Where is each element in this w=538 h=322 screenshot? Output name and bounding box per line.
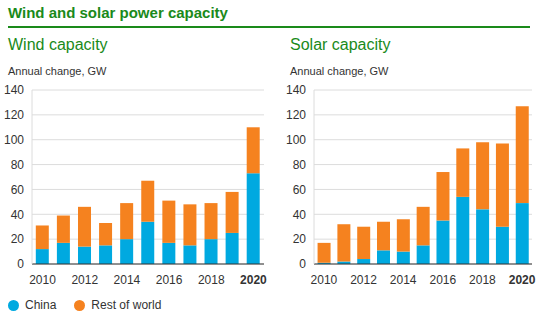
svg-text:20: 20 [11,232,25,246]
html-text:Wind and solar power capacity: Wind and solar power capacity [8,4,228,21]
svg-text:80: 80 [293,158,307,172]
svg-text:2020: 2020 [240,273,267,286]
svg-text:2016: 2016 [429,273,456,286]
svg-text:2014: 2014 [390,273,417,286]
svg-text:2018: 2018 [469,273,496,286]
html-text:Solar capacity: Solar capacity [290,36,391,53]
svg-text:80: 80 [11,158,25,172]
svg-text:2010: 2010 [29,273,56,286]
html-text:Annual change, GW: Annual change, GW [8,65,107,77]
svg-text:120: 120 [286,108,306,122]
svg-text:2016: 2016 [156,273,183,286]
svg-text:2018: 2018 [198,273,225,286]
svg-text:100: 100 [286,133,306,147]
svg-text:40: 40 [11,208,25,222]
svg-text:140: 140 [286,83,306,97]
svg-text:0: 0 [17,257,24,271]
svg-text:20: 20 [293,232,307,246]
html-text:Annual change, GW: Annual change, GW [290,65,389,77]
svg-text:60: 60 [11,183,25,197]
svg-text:40: 40 [293,208,307,222]
svg-text:120: 120 [8,108,24,122]
svg-text:2010: 2010 [311,273,338,286]
svg-text:2012: 2012 [350,273,377,286]
svg-text:100: 100 [8,133,24,147]
svg-text:140: 140 [8,83,24,97]
html-text:Wind capacity: Wind capacity [8,36,108,53]
html-text:Rest of world: Rest of world [91,298,162,312]
svg-text:2020: 2020 [509,273,530,286]
svg-text:2012: 2012 [71,273,98,286]
svg-text:2014: 2014 [114,273,141,286]
svg-text:0: 0 [299,257,306,271]
svg-text:60: 60 [293,183,307,197]
html-text:China: China [25,298,57,312]
